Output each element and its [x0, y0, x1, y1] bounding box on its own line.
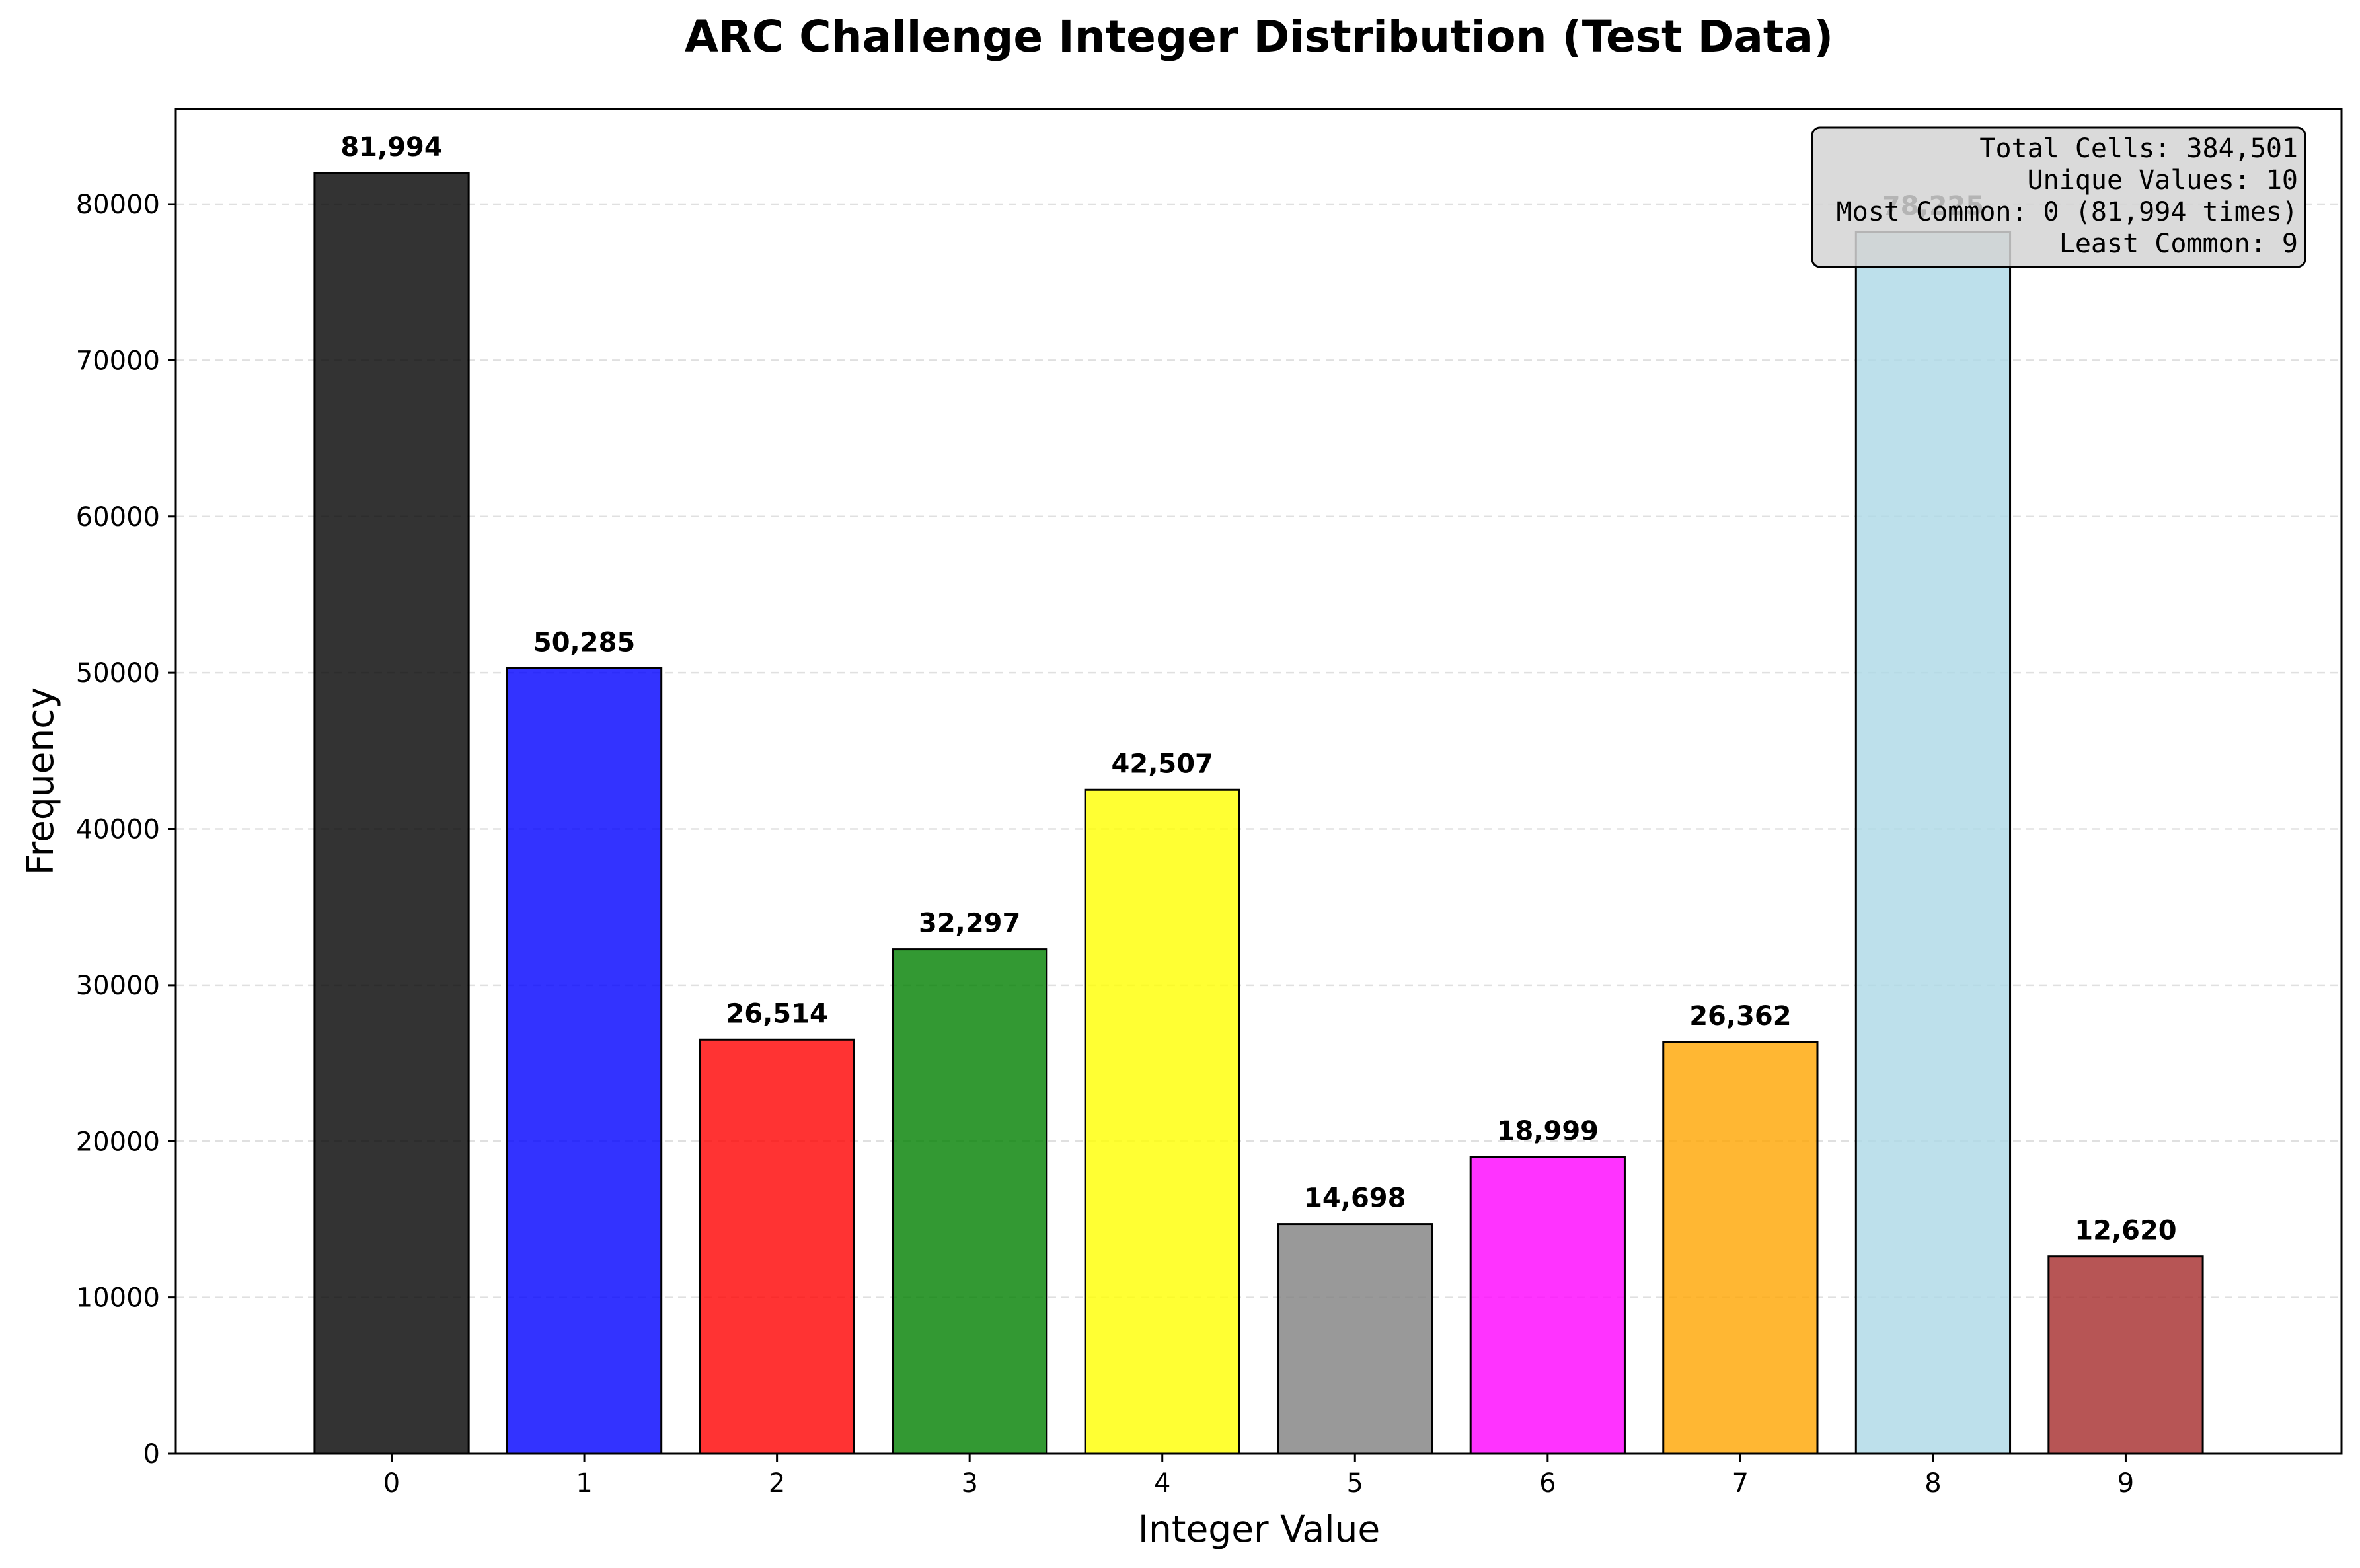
bar	[313, 172, 470, 1455]
data-label: 18,999	[1497, 1116, 1599, 1146]
x-tick-label: 7	[1732, 1468, 1749, 1499]
data-label: 26,362	[1689, 1001, 1791, 1031]
stats-box-background	[1811, 126, 2306, 268]
y-tick-label: 30000	[76, 971, 160, 1001]
bar	[1277, 1223, 1433, 1455]
y-axis-label: Frequency	[19, 687, 61, 875]
y-tick-label: 20000	[76, 1127, 160, 1157]
bar	[1084, 788, 1240, 1455]
y-tick-label: 40000	[76, 815, 160, 845]
bar	[1662, 1041, 1819, 1455]
bar	[892, 948, 1048, 1455]
data-label: 32,297	[919, 909, 1020, 939]
bar	[2047, 1255, 2204, 1455]
x-tick-label: 2	[769, 1468, 785, 1499]
x-axis-label: Integer Value	[1138, 1508, 1380, 1550]
y-tick-label: 70000	[76, 346, 160, 376]
chart-title: ARC Challenge Integer Distribution (Test…	[685, 11, 1833, 62]
y-tick-label: 0	[143, 1439, 160, 1470]
data-label: 14,698	[1304, 1183, 1406, 1214]
stats-line-total-cells: Total Cells: 384,501	[1979, 133, 2298, 164]
y-tick-label: 80000	[76, 190, 160, 220]
bar	[1854, 231, 2012, 1455]
x-tick-label: 4	[1154, 1468, 1170, 1499]
bar	[1469, 1156, 1626, 1455]
bars	[313, 172, 2204, 1455]
x-axis-ticks: 0 1 2 3 4 5 6 7 8 9	[383, 1454, 2134, 1499]
x-tick-label: 6	[1539, 1468, 1556, 1499]
x-tick-label: 8	[1924, 1468, 1941, 1499]
data-label: 12,620	[2075, 1216, 2176, 1246]
bar	[506, 667, 663, 1455]
grid	[176, 203, 2341, 1298]
x-tick-label: 0	[383, 1468, 400, 1499]
data-label: 42,507	[1112, 749, 1213, 779]
x-tick-label: 9	[2117, 1468, 2134, 1499]
stats-line-least-common: Least Common: 9	[2059, 229, 2298, 259]
data-label: 26,514	[726, 998, 827, 1029]
y-axis-ticks: 0 10000 20000 30000 40000 50000 60000 70000 8000…	[76, 190, 176, 1470]
bar	[699, 1038, 855, 1455]
stats-line-most-common: Most Common: 0 (81,994 times)	[1837, 197, 2298, 227]
x-tick-label: 3	[961, 1468, 977, 1499]
stats-line-unique-values: Unique Values: 10	[2028, 165, 2298, 196]
data-label: 50,285	[533, 627, 635, 657]
x-tick-label: 1	[576, 1468, 592, 1499]
data-label: 81,994	[340, 132, 442, 163]
plot-frame	[174, 108, 2343, 1455]
x-tick-label: 5	[1347, 1468, 1363, 1499]
y-tick-label: 60000	[76, 502, 160, 533]
stats-box: Total Cells: 384,501 Unique Values: 10 M…	[1811, 126, 2306, 268]
y-tick-label: 10000	[76, 1283, 160, 1314]
y-tick-label: 50000	[76, 658, 160, 689]
